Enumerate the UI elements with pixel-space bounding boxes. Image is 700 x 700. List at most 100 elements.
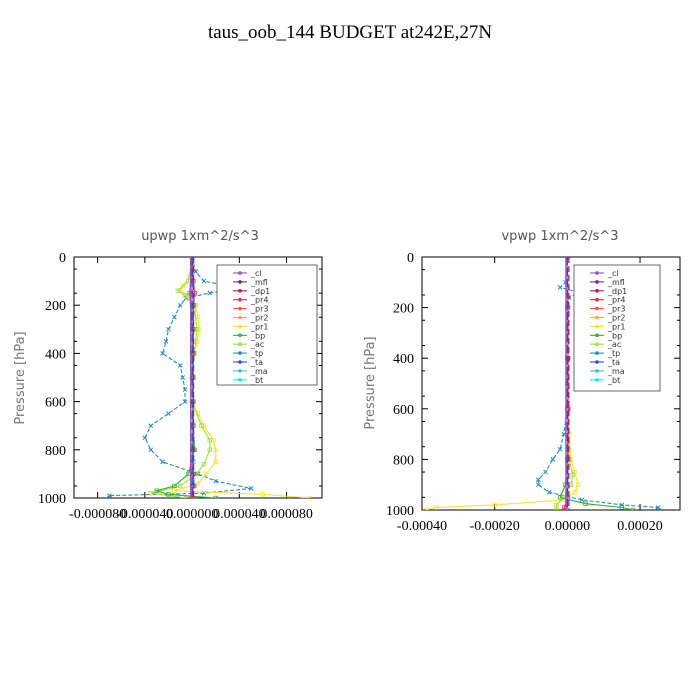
x-tick-label: 0.000040	[213, 507, 266, 522]
legend-marker	[595, 324, 599, 329]
legend-marker	[238, 289, 242, 293]
data-point	[148, 490, 153, 496]
legend-label: _ac	[607, 340, 621, 349]
data-point	[557, 495, 563, 500]
data-point	[557, 446, 563, 452]
legend-label: _mfl	[250, 278, 268, 287]
data-point	[182, 387, 188, 392]
data-point	[195, 471, 201, 477]
data-point	[177, 363, 183, 368]
data-point	[172, 483, 177, 489]
legend-marker	[595, 289, 599, 293]
data-point	[550, 457, 556, 462]
legend-marker	[595, 378, 599, 382]
legend-label: _tp	[607, 349, 620, 358]
legend-marker	[595, 297, 599, 302]
legend-label: _ma	[607, 367, 625, 376]
data-point	[195, 481, 201, 486]
data-point	[557, 285, 563, 290]
legend-label: _pr4	[250, 296, 268, 305]
data-point	[207, 290, 213, 296]
data-point	[193, 269, 198, 274]
x-tick-label: -0.000080	[69, 507, 126, 522]
y-tick-label: 600	[45, 396, 66, 411]
legend-marker	[595, 271, 599, 275]
series-line-pr1	[425, 257, 579, 510]
data-point	[213, 495, 218, 498]
data-point	[572, 490, 577, 495]
data-point	[207, 437, 213, 443]
legend-marker	[595, 369, 599, 373]
legend-marker	[238, 369, 242, 373]
data-point	[189, 495, 195, 498]
data-point	[201, 278, 207, 284]
series-line-ac	[150, 257, 211, 498]
y-axis-label: Pressure [hPa]	[13, 331, 28, 424]
panel-upwp: upwp 1xm^2/s^3 Pressure [hPa] 0 200 400 600 80…	[13, 229, 323, 522]
legend: _cl_mfl_dp1_pr4_pr3_pr2_pr1_bp_ac_tp_ta_…	[573, 264, 661, 392]
series-group	[423, 257, 661, 510]
data-point	[535, 477, 541, 482]
data-point	[183, 295, 189, 301]
page-title: taus_oob_144 BUDGET at242E,27N	[207, 22, 493, 43]
legend-label: _pr4	[607, 296, 625, 305]
data-point	[172, 488, 177, 493]
data-point	[142, 435, 148, 441]
data-point	[194, 339, 200, 344]
legend-label: _pr1	[607, 322, 625, 331]
data-point	[619, 505, 625, 510]
legend-marker	[238, 280, 242, 284]
data-point	[166, 411, 171, 417]
data-point	[166, 326, 171, 332]
legend-marker	[595, 360, 599, 364]
legend-label: _bt	[250, 376, 263, 385]
data-point	[579, 497, 585, 503]
legend-marker	[595, 342, 599, 347]
data-point	[565, 507, 570, 510]
legend-label: _cl	[607, 269, 619, 278]
panel-vpwp: vpwp 1xm^2/s^3 Pressure [hPa] 0 200 400 600 80…	[363, 229, 681, 534]
data-point	[546, 489, 552, 495]
data-point	[182, 293, 188, 298]
data-point	[207, 447, 213, 452]
legend-label: _ta	[250, 358, 263, 367]
legend-label: _tp	[250, 349, 263, 358]
data-point	[160, 459, 165, 465]
legend-label: _ma	[250, 367, 268, 376]
plot-frame	[421, 256, 681, 511]
data-point	[554, 507, 559, 510]
x-tick-label: 0.000080	[260, 507, 313, 522]
legend-marker	[238, 333, 242, 338]
data-point	[199, 423, 204, 428]
data-point	[201, 462, 207, 467]
legend-label: _pr2	[250, 314, 268, 323]
y-tick-label: 200	[393, 302, 414, 317]
legend-marker	[238, 351, 242, 355]
data-point	[154, 488, 159, 493]
legend-label: _dp1	[607, 287, 627, 296]
x-tick-label: -0.000040	[116, 507, 173, 522]
legend-marker	[238, 271, 242, 275]
data-point	[172, 314, 177, 320]
legend-label: _pr3	[250, 305, 268, 314]
x-tick-label: -0.00040	[397, 519, 447, 534]
data-point	[583, 501, 588, 506]
y-tick-label: 400	[45, 347, 66, 362]
legend-label: _bp	[250, 331, 265, 340]
data-point	[535, 482, 541, 488]
legend-label: _dp1	[250, 287, 270, 296]
data-point	[182, 399, 188, 404]
series-line-tp	[108, 257, 252, 498]
series-group	[107, 257, 313, 498]
legend-label: _ta	[607, 358, 620, 367]
data-point	[619, 502, 625, 508]
data-point	[423, 507, 428, 510]
x-tick-label: -0.00020	[470, 519, 520, 534]
y-tick-label: 200	[45, 299, 66, 314]
data-point	[148, 447, 154, 453]
data-point	[554, 502, 559, 508]
x-tick-label: 0.00020	[617, 519, 663, 534]
data-point	[163, 338, 169, 344]
series-line-ac	[555, 257, 574, 510]
